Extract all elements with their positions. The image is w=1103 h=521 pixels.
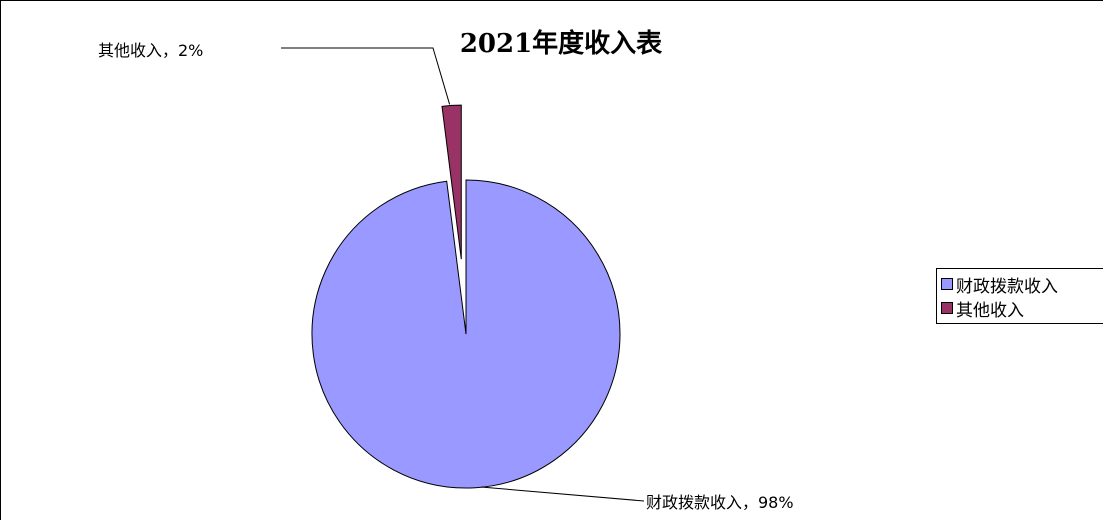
leader-line-fiscal xyxy=(480,486,645,502)
legend-swatch-other xyxy=(941,302,953,314)
legend-item-other: 其他收入 xyxy=(941,296,1103,321)
legend-swatch-fiscal xyxy=(941,278,953,290)
legend-label-other: 其他收入 xyxy=(956,300,1024,321)
pie-slice-other xyxy=(441,104,462,260)
chart-title: 2021年度收入表 xyxy=(459,29,663,59)
data-label-other: 其他收入，2% xyxy=(98,41,204,60)
data-label-fiscal: 财政拨款收入，98% xyxy=(646,493,794,512)
leader-line-other xyxy=(281,47,451,105)
legend: 财政拨款收入 其他收入 xyxy=(936,268,1103,324)
pie-slices xyxy=(311,104,621,489)
leader-lines xyxy=(281,47,645,502)
pie-slice-fiscal xyxy=(311,179,621,489)
legend-label-fiscal: 财政拨款收入 xyxy=(956,276,1058,297)
legend-item-fiscal: 财政拨款收入 xyxy=(941,272,1103,297)
